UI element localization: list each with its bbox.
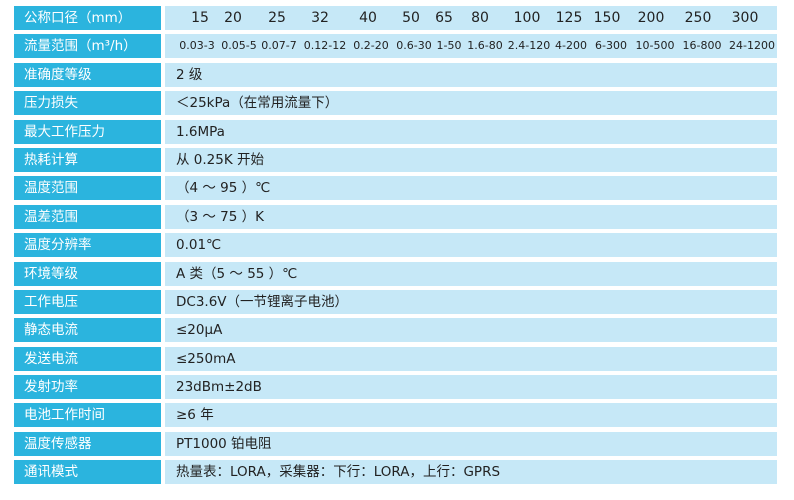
row-value: 0.01℃ — [165, 233, 777, 258]
row-value: 热量表：LORA，采集器：下行：LORA，上行：GPRS — [165, 460, 777, 485]
row-label: 公称口径（mm） — [14, 6, 161, 30]
row-label: 工作电压 — [14, 289, 161, 314]
row-working-voltage: 工作电压 DC3.6V（一节锂离子电池） — [14, 289, 777, 314]
row-label: 温度分辨率 — [14, 233, 161, 258]
flow-range-value: 0.2-20 — [353, 39, 389, 53]
row-label: 温差范围 — [14, 204, 161, 229]
diameter-value: 125 — [555, 10, 583, 26]
row-temperature-difference-range: 温差范围 （3 ～ 75 ）K — [14, 204, 777, 229]
flow-range-value: 0.12-12 — [303, 39, 347, 53]
row-label: 发送电流 — [14, 346, 161, 371]
row-value: 1.6MPa — [165, 119, 777, 144]
row-label: 通讯模式 — [14, 460, 161, 485]
diameter-value: 150 — [593, 10, 621, 26]
row-heat-calculation: 热耗计算 从 0.25K 开始 — [14, 147, 777, 172]
diameter-value: 65 — [435, 10, 453, 26]
diameter-value: 15 — [191, 10, 209, 26]
row-value: 从 0.25K 开始 — [165, 147, 777, 172]
flow-range-value: 0.07-7 — [261, 39, 297, 53]
row-temperature-sensor: 温度传感器 PT1000 铂电阻 — [14, 431, 777, 456]
flow-range-value: 10-500 — [635, 39, 675, 53]
row-value: A 类（5 ～ 55 ）℃ — [165, 261, 777, 286]
row-value: 2 级 — [165, 62, 777, 87]
row-value: ≤20μA — [165, 318, 777, 343]
diameter-value: 300 — [731, 10, 759, 26]
row-temperature-resolution: 温度分辨率 0.01℃ — [14, 233, 777, 258]
diameter-value: 40 — [359, 10, 377, 26]
row-label: 温度传感器 — [14, 431, 161, 456]
diameter-value: 32 — [311, 10, 329, 26]
row-communication-mode: 通讯模式 热量表：LORA，采集器：下行：LORA，上行：GPRS — [14, 460, 777, 485]
flow-range-value: 1-50 — [436, 39, 462, 53]
flow-range-value: 24-1200 — [729, 39, 775, 53]
diameter-value: 80 — [471, 10, 489, 26]
row-pressure-loss: 压力损失 ＜25kPa（在常用流量下） — [14, 91, 777, 116]
diameter-value: 20 — [224, 10, 242, 26]
row-transmit-current: 发送电流 ≤250mA — [14, 346, 777, 371]
row-value: ＜25kPa（在常用流量下） — [165, 91, 777, 116]
flow-range-values: 0.03-3 0.05-5 0.07-7 0.12-12 0.2-20 0.6-… — [165, 34, 777, 59]
row-label: 最大工作压力 — [14, 119, 161, 144]
diameter-value: 250 — [684, 10, 712, 26]
row-environment-class: 环境等级 A 类（5 ～ 55 ）℃ — [14, 261, 777, 286]
flow-range-value: 0.05-5 — [221, 39, 257, 53]
row-label: 发射功率 — [14, 375, 161, 400]
row-value: ≤250mA — [165, 346, 777, 371]
row-max-working-pressure: 最大工作压力 1.6MPa — [14, 119, 777, 144]
flow-range-value: 4-200 — [555, 39, 587, 53]
flow-range-value: 1.6-80 — [467, 39, 503, 53]
row-value: DC3.6V（一节锂离子电池） — [165, 289, 777, 314]
row-label: 压力损失 — [14, 91, 161, 116]
row-value: ≥6 年 — [165, 403, 777, 428]
row-label: 电池工作时间 — [14, 403, 161, 428]
row-label: 环境等级 — [14, 261, 161, 286]
diameter-value: 200 — [637, 10, 665, 26]
row-flow-range: 流量范围（m³/h） 0.03-3 0.05-5 0.07-7 0.12-12 … — [14, 34, 777, 59]
row-label: 静态电流 — [14, 318, 161, 343]
row-value: 23dBm±2dB — [165, 375, 777, 400]
row-value: （4 ～ 95 ）℃ — [165, 176, 777, 201]
diameter-value: 50 — [402, 10, 420, 26]
flow-range-value: 0.03-3 — [179, 39, 215, 53]
row-transmit-power: 发射功率 23dBm±2dB — [14, 375, 777, 400]
flow-range-value: 2.4-120 — [507, 39, 551, 53]
row-temperature-range: 温度范围 （4 ～ 95 ）℃ — [14, 176, 777, 201]
row-value: （3 ～ 75 ）K — [165, 204, 777, 229]
row-label: 热耗计算 — [14, 147, 161, 172]
flow-range-value: 0.6-30 — [396, 39, 432, 53]
row-label: 流量范围（m³/h） — [14, 34, 161, 59]
nominal-diameter-values: 15 20 25 32 40 50 65 80 100 125 150 200 … — [165, 6, 777, 30]
row-label: 准确度等级 — [14, 62, 161, 87]
row-nominal-diameter: 公称口径（mm） 15 20 25 32 40 50 65 80 100 125… — [14, 6, 777, 30]
row-static-current: 静态电流 ≤20μA — [14, 318, 777, 343]
flow-range-value: 6-300 — [595, 39, 627, 53]
row-accuracy-class: 准确度等级 2 级 — [14, 62, 777, 87]
row-label: 温度范围 — [14, 176, 161, 201]
diameter-value: 25 — [268, 10, 286, 26]
spec-table: 公称口径（mm） 15 20 25 32 40 50 65 80 100 125… — [14, 6, 777, 489]
flow-range-value: 16-800 — [682, 39, 722, 53]
row-value: PT1000 铂电阻 — [165, 431, 777, 456]
row-battery-life: 电池工作时间 ≥6 年 — [14, 403, 777, 428]
diameter-value: 100 — [513, 10, 541, 26]
